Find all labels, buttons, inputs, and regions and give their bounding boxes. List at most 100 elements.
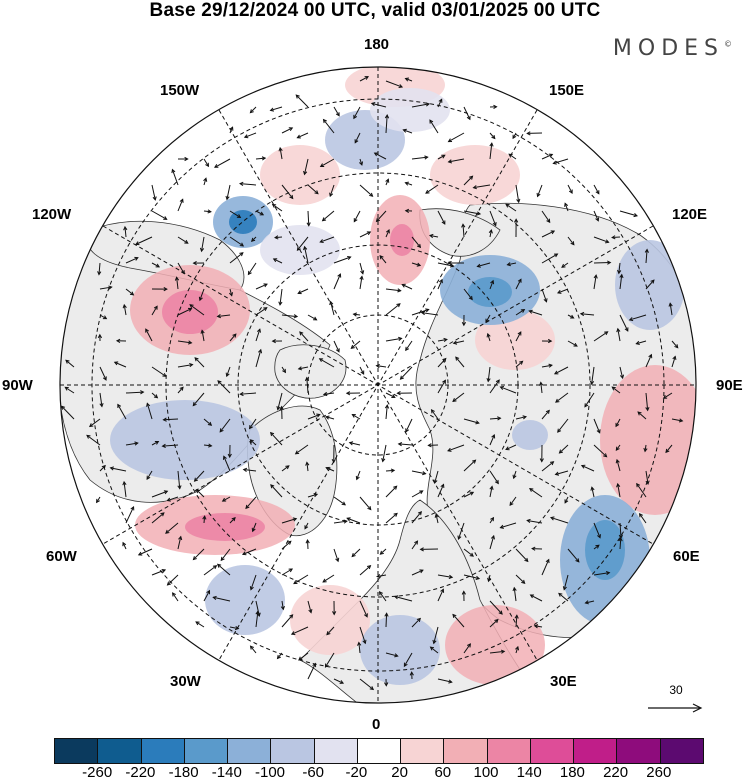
- anomaly-pos-4: [445, 605, 545, 685]
- wind-arrow: [203, 177, 208, 186]
- wind-arrow: [60, 405, 75, 420]
- wind-arrow: [671, 418, 684, 423]
- lon-label-150e: 150E: [549, 82, 585, 99]
- wind-arrow: [281, 366, 287, 374]
- wind-arrow: [515, 574, 526, 585]
- colorbar-segment: [486, 739, 530, 763]
- wind-arrow: [122, 480, 127, 498]
- wind-arrow: [192, 548, 205, 561]
- wind-arrow: [437, 379, 446, 394]
- wind-arrow: [402, 128, 413, 134]
- wind-arrow: [396, 391, 413, 396]
- wind-arrow: [636, 482, 647, 498]
- wind-arrow: [250, 236, 257, 242]
- colorbar-segment: [270, 739, 314, 763]
- wind-arrow: [359, 366, 365, 375]
- wind-arrow: [558, 592, 569, 602]
- wind-arrow: [593, 544, 600, 550]
- wind-arrow: [243, 132, 257, 139]
- wind-arrow: [255, 328, 261, 342]
- wind-arrow: [531, 546, 543, 551]
- wind-arrow: [529, 594, 543, 602]
- wind-arrow: [411, 490, 424, 498]
- wind-arrow: [345, 391, 361, 396]
- colorbar-segment: [183, 739, 228, 763]
- colorbar-segment: [659, 739, 703, 763]
- wind-arrow: [216, 314, 231, 319]
- wind-arrow: [541, 461, 555, 472]
- wind-arrow: [333, 273, 342, 290]
- wind-arrow: [385, 468, 396, 473]
- wind-arrow: [403, 652, 413, 668]
- wind-arrow: [489, 279, 495, 290]
- wind-arrow: [359, 231, 372, 238]
- wind-arrow: [584, 600, 595, 605]
- wind-arrow: [319, 236, 335, 244]
- wind-arrow: [506, 262, 517, 267]
- wind-arrow: [618, 536, 623, 550]
- wind-arrow: [457, 522, 465, 541]
- wind-arrow: [405, 418, 413, 433]
- anomaly-pos-7: [260, 145, 340, 205]
- wind-arrow: [203, 565, 218, 576]
- wind-arrow: [229, 517, 236, 524]
- wind-arrow: [281, 517, 298, 524]
- wind-arrow: [463, 491, 475, 498]
- wind-arrow: [296, 132, 309, 139]
- lon-label-90e: 90E: [716, 377, 743, 394]
- colorbar-tick-label: -180: [168, 764, 199, 781]
- wind-arrow: [384, 612, 389, 628]
- wind-arrow: [225, 184, 231, 201]
- anomaly-neg-4: [110, 400, 260, 480]
- wind-arrow: [172, 592, 179, 602]
- wind-arrow: [463, 288, 473, 301]
- wind-arrow: [125, 441, 139, 446]
- wind-arrow: [385, 80, 404, 89]
- wind-arrow: [452, 392, 465, 403]
- wind-arrow: [303, 158, 309, 176]
- wind-arrow: [255, 156, 267, 161]
- wind-arrow: [611, 386, 621, 394]
- colorbar-tick-label: -220: [125, 764, 156, 781]
- lon-label-90w: 90W: [2, 377, 33, 394]
- wind-arrow: [290, 626, 309, 635]
- wind-arrow: [229, 210, 242, 218]
- wind-arrow: [385, 178, 390, 186]
- anomaly-pos-5-core: [390, 224, 414, 256]
- wind-arrow: [219, 418, 231, 433]
- wind-arrow: [294, 444, 309, 455]
- wind-arrow: [86, 434, 101, 446]
- wind-arrow: [151, 210, 168, 220]
- wind-arrow: [137, 548, 153, 556]
- wind-arrow: [637, 411, 647, 420]
- wind-arrow: [619, 366, 625, 380]
- wind-arrow: [385, 512, 398, 524]
- colorbar: [54, 738, 704, 764]
- wind-arrow: [125, 288, 135, 296]
- wind-arrow: [251, 522, 257, 533]
- wind-arrow: [411, 236, 422, 249]
- wind-arrow: [429, 646, 439, 654]
- wind-arrow: [645, 392, 650, 412]
- wind-arrow: [452, 613, 465, 628]
- wind-arrow: [99, 314, 108, 320]
- wind-arrow: [447, 444, 465, 452]
- anomaly-pos-9: [290, 585, 370, 655]
- wind-arrow: [281, 127, 294, 134]
- wind-arrow: [499, 522, 517, 529]
- wind-arrow: [271, 203, 283, 212]
- wind-arrow: [564, 202, 569, 212]
- wind-arrow: [644, 248, 649, 264]
- wind-arrow: [593, 260, 612, 265]
- wind-arrow: [567, 340, 578, 347]
- colorbar-segment: [400, 739, 444, 763]
- wind-arrow: [411, 510, 422, 524]
- wind-arrow: [385, 392, 396, 399]
- wind-arrow: [255, 610, 260, 628]
- wind-arrow: [455, 356, 465, 368]
- wind-arrow: [354, 132, 361, 144]
- wind-arrow: [437, 278, 443, 290]
- wind-arrow: [554, 470, 569, 476]
- wind-arrow: [249, 645, 257, 654]
- wind-arrow: [359, 496, 372, 511]
